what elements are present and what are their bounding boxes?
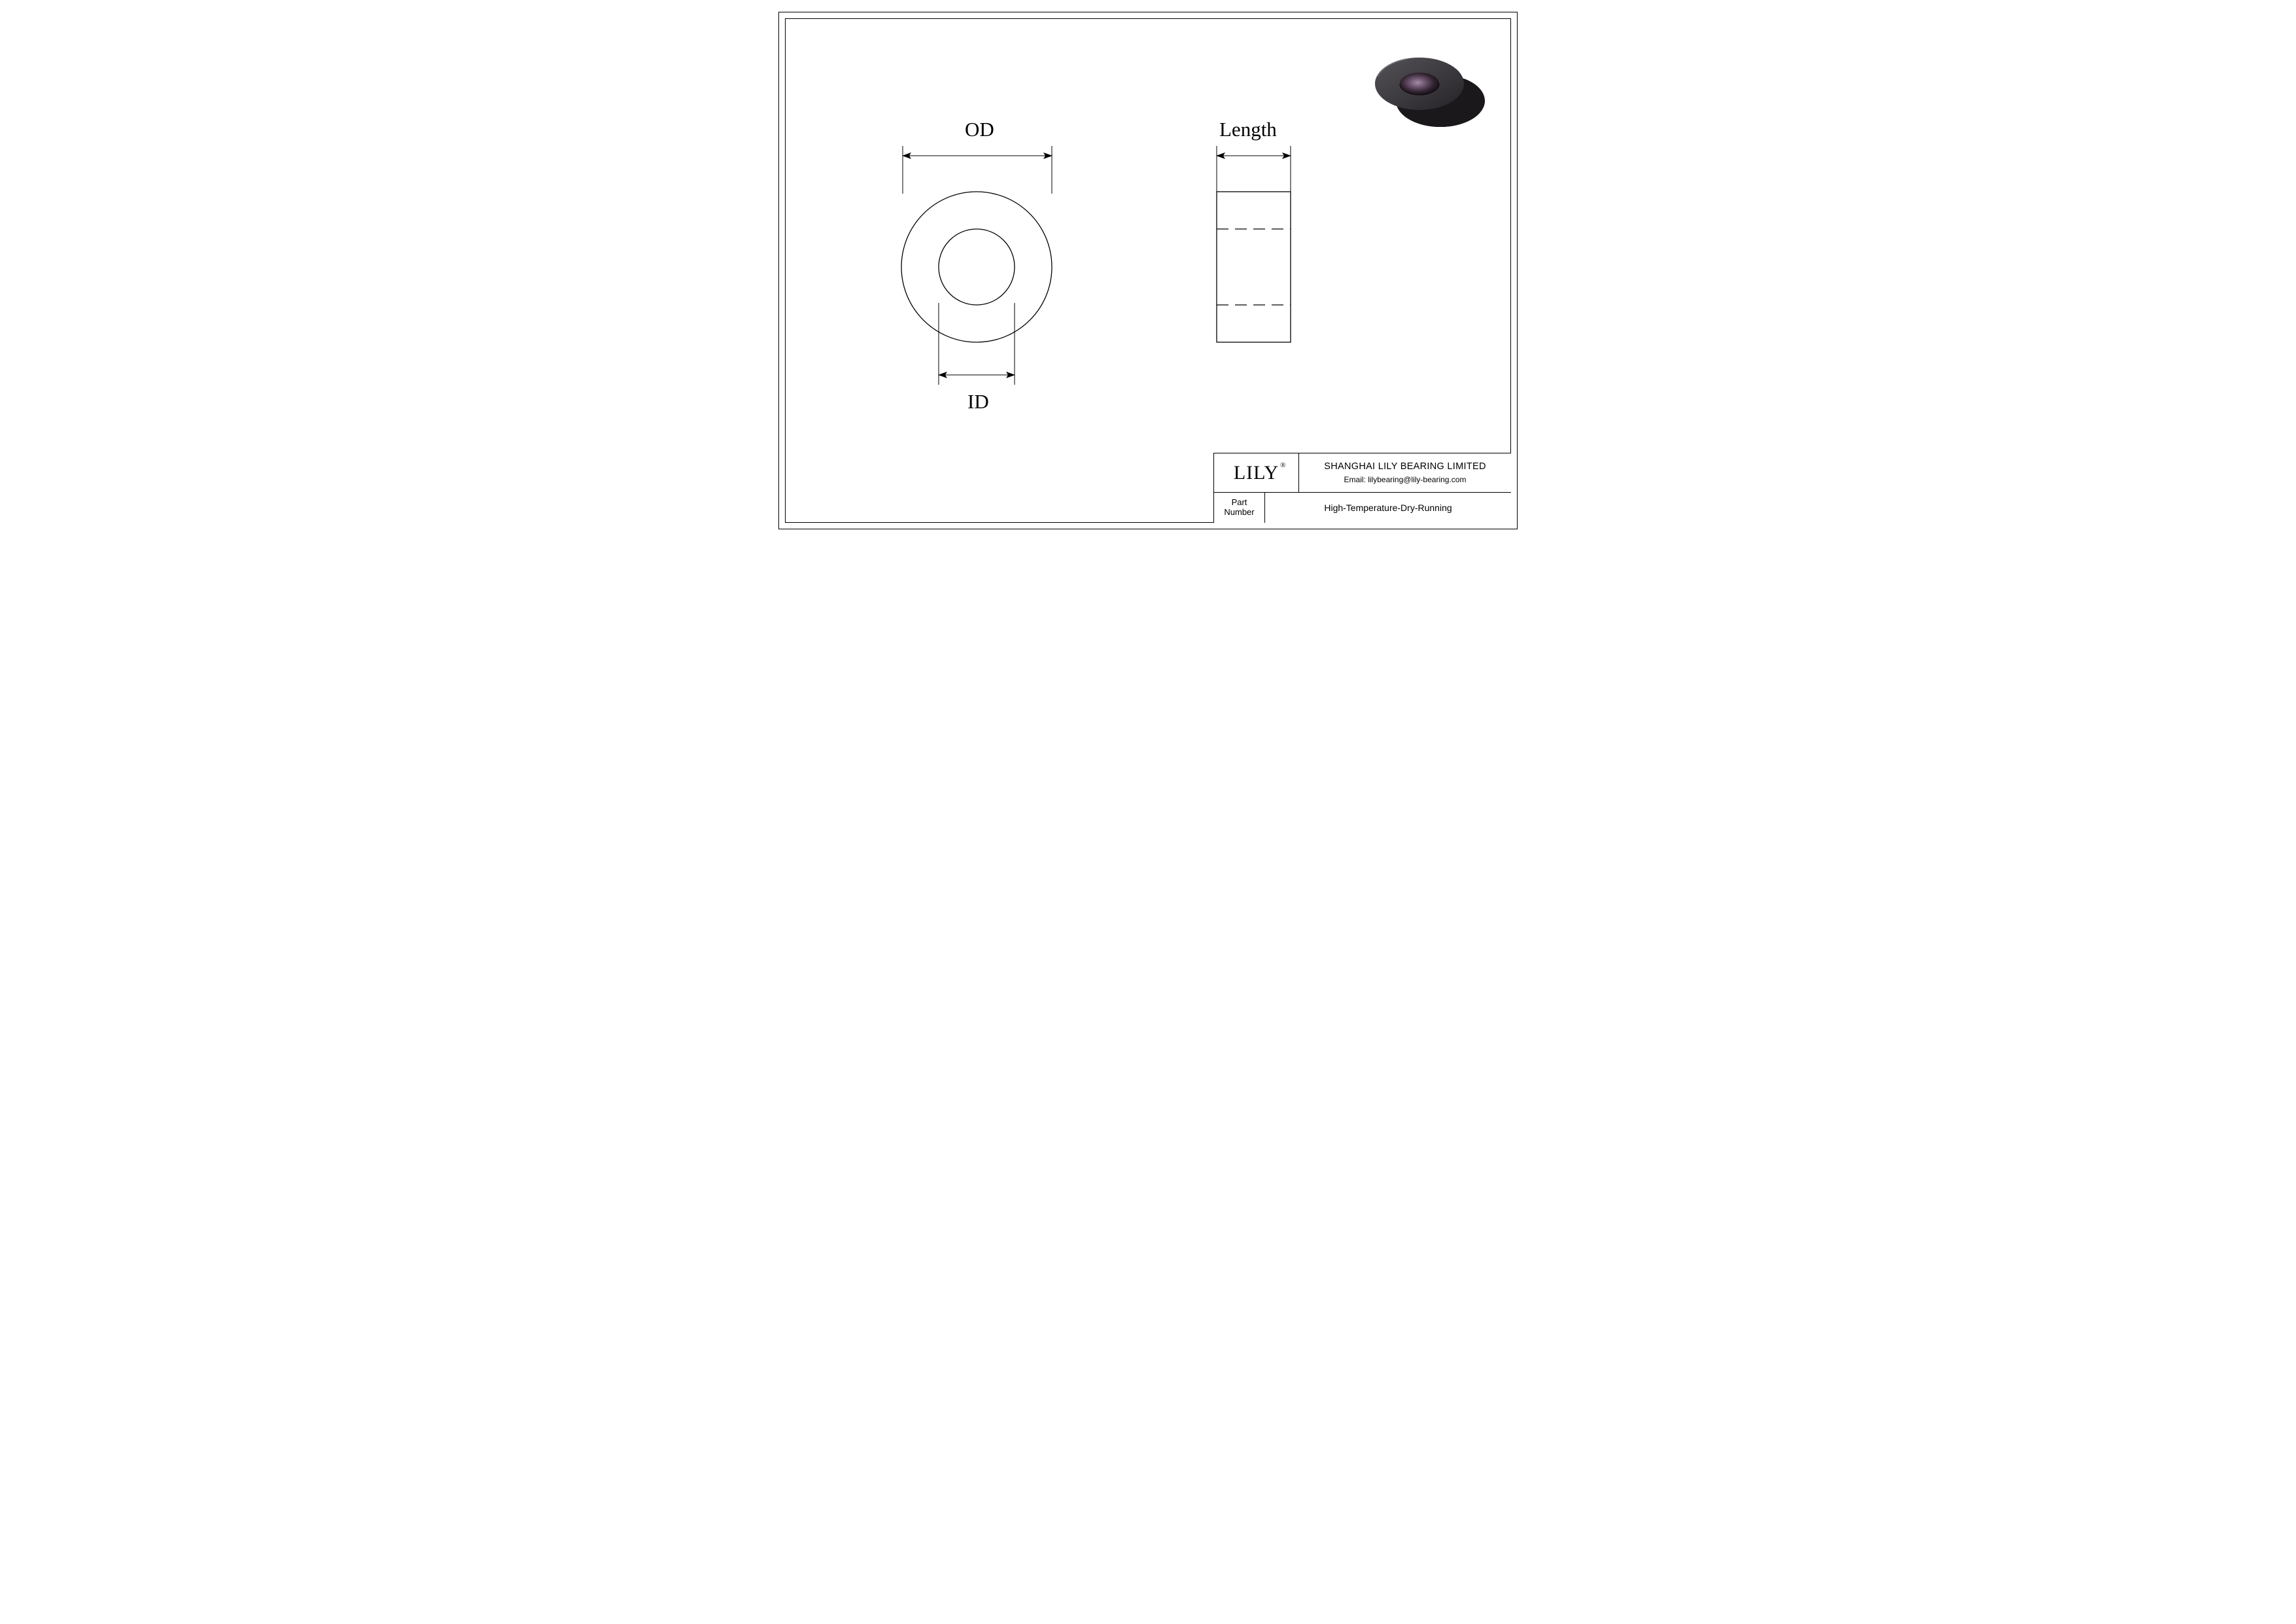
od-label: OD <box>965 118 994 141</box>
length-dimension <box>1217 146 1291 192</box>
isometric-bushing <box>1375 58 1485 127</box>
part-number-label-1: Part <box>1232 498 1247 508</box>
part-number-value-cell: High-Temperature-Dry-Running <box>1265 493 1511 523</box>
title-block-row-2: Part Number High-Temperature-Dry-Running <box>1214 493 1511 523</box>
email-line: Email: lilybearing@lily-bearing.com <box>1344 475 1467 484</box>
side-view <box>1217 192 1291 342</box>
id-dimension <box>939 303 1015 385</box>
part-number-label-cell: Part Number <box>1214 493 1265 523</box>
company-cell: SHANGHAI LILY BEARING LIMITED Email: lil… <box>1299 453 1511 493</box>
length-label: Length <box>1219 118 1277 141</box>
part-number-label-2: Number <box>1224 508 1254 518</box>
title-block-row-1: LILY® SHANGHAI LILY BEARING LIMITED Emai… <box>1214 453 1511 493</box>
email-label: Email: <box>1344 475 1366 484</box>
logo-text: LILY <box>1234 462 1279 484</box>
email-value: lilybearing@lily-bearing.com <box>1368 475 1466 484</box>
drawing-canvas <box>785 18 1511 523</box>
company-name: SHANGHAI LILY BEARING LIMITED <box>1324 461 1486 472</box>
logo-cell: LILY® <box>1214 453 1299 493</box>
registered-icon: ® <box>1280 461 1286 469</box>
title-block: LILY® SHANGHAI LILY BEARING LIMITED Emai… <box>1213 453 1511 523</box>
front-view <box>901 192 1052 342</box>
od-dimension <box>903 146 1052 194</box>
part-number-value: High-Temperature-Dry-Running <box>1324 503 1452 513</box>
id-label: ID <box>967 390 989 414</box>
page: OD ID Length LILY® SHANGHAI LILY BEARING… <box>765 0 1531 541</box>
